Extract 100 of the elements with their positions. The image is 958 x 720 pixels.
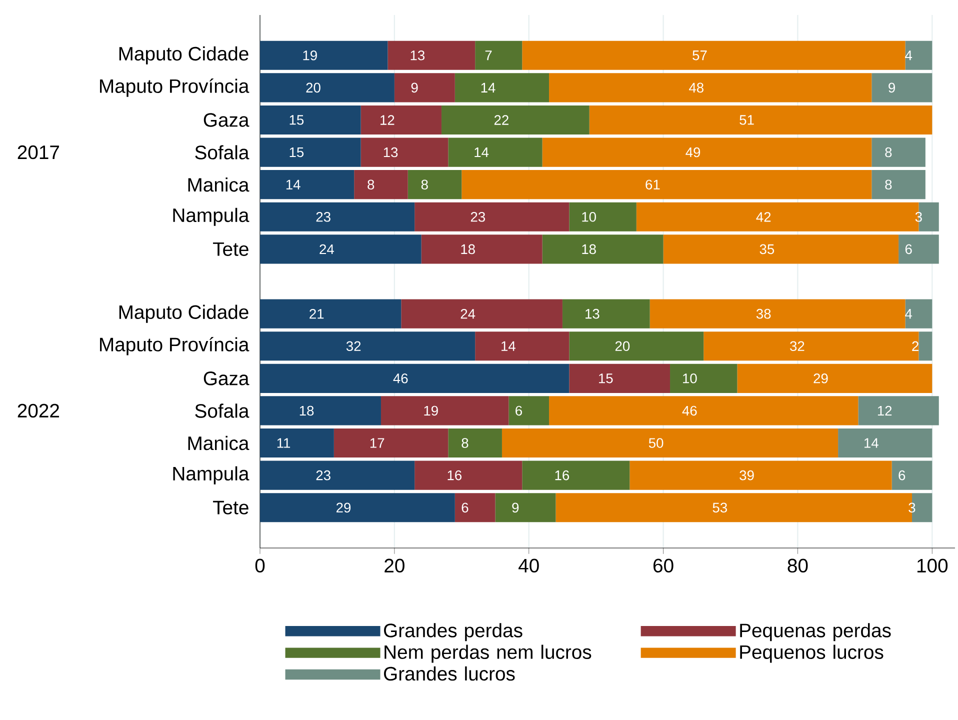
bar bbox=[354, 170, 408, 200]
bar bbox=[502, 428, 838, 458]
data-label: 57 bbox=[692, 50, 707, 60]
y-tick-label: Nampula bbox=[173, 466, 250, 484]
data-label: 29 bbox=[814, 374, 828, 384]
bar bbox=[448, 428, 502, 458]
data-label: 6 bbox=[905, 244, 912, 254]
bar bbox=[462, 170, 872, 200]
legend-label: Nem perdas nem lucros bbox=[384, 644, 592, 663]
bar bbox=[737, 364, 932, 393]
data-label: 20 bbox=[306, 82, 320, 93]
data-label: 38 bbox=[756, 308, 771, 319]
legend-label: Grandes perdas bbox=[384, 623, 522, 642]
data-label: 15 bbox=[290, 115, 304, 125]
data-label: 46 bbox=[393, 374, 408, 384]
data-label: 20 bbox=[615, 341, 630, 352]
bar bbox=[650, 299, 906, 328]
bar bbox=[408, 170, 462, 200]
data-label: 16 bbox=[448, 470, 462, 480]
data-label: 23 bbox=[316, 212, 330, 222]
bar bbox=[414, 202, 570, 232]
data-label: 8 bbox=[462, 438, 468, 448]
bar bbox=[905, 40, 932, 70]
bar bbox=[569, 202, 636, 232]
bar bbox=[549, 73, 872, 102]
data-label: 12 bbox=[380, 115, 394, 125]
data-label: 6 bbox=[462, 502, 468, 513]
bar bbox=[454, 493, 496, 522]
bar bbox=[918, 332, 932, 361]
bar bbox=[670, 364, 738, 393]
y-tick-label: Maputo Província bbox=[100, 78, 250, 97]
data-label: 19 bbox=[303, 50, 317, 60]
bar bbox=[414, 460, 522, 490]
data-label: 8 bbox=[368, 180, 374, 190]
data-label: 11 bbox=[277, 438, 290, 448]
bar bbox=[394, 73, 455, 102]
data-label: 53 bbox=[712, 502, 727, 513]
data-label: 23 bbox=[316, 470, 330, 480]
bar bbox=[475, 40, 522, 70]
bar bbox=[260, 202, 415, 232]
bar bbox=[872, 138, 926, 167]
bar bbox=[542, 138, 872, 167]
bar bbox=[542, 234, 664, 264]
bar bbox=[334, 428, 448, 458]
y-tick-label: Nampula bbox=[173, 208, 250, 226]
data-label: 24 bbox=[460, 308, 476, 319]
data-label: 29 bbox=[336, 502, 351, 513]
y-tick-label: Maputo Cidade bbox=[119, 304, 248, 323]
bar bbox=[441, 105, 590, 135]
y-tick-label: Maputo Cidade bbox=[119, 46, 248, 64]
data-label: 18 bbox=[461, 244, 475, 254]
data-label: 18 bbox=[582, 244, 596, 254]
bar bbox=[448, 138, 542, 167]
data-label: 8 bbox=[421, 180, 428, 190]
bar bbox=[260, 105, 361, 135]
y-tick-label: Gaza bbox=[204, 113, 250, 127]
bar bbox=[260, 138, 361, 167]
data-label: 14 bbox=[502, 341, 516, 351]
bar bbox=[260, 493, 455, 522]
data-label: 8 bbox=[885, 147, 892, 158]
bar bbox=[905, 299, 932, 328]
bar bbox=[549, 396, 858, 426]
data-label: 7 bbox=[485, 50, 492, 60]
legend-label: Grandes lucros bbox=[384, 666, 515, 681]
bar bbox=[260, 460, 415, 490]
data-label: 3 bbox=[908, 502, 916, 513]
data-label: 51 bbox=[740, 115, 754, 125]
x-tick-label: 60 bbox=[653, 558, 674, 573]
x-tick-label: 0 bbox=[255, 558, 265, 573]
bar bbox=[569, 364, 670, 393]
bar bbox=[260, 170, 354, 200]
data-label: 10 bbox=[582, 212, 596, 222]
y-tick-label: Sofala bbox=[195, 145, 250, 160]
data-label: 61 bbox=[646, 180, 660, 190]
legend-label: Pequenos lucros bbox=[740, 644, 884, 663]
bar bbox=[522, 460, 630, 490]
bar bbox=[260, 299, 402, 328]
data-label: 12 bbox=[878, 406, 892, 416]
bar bbox=[260, 396, 381, 426]
bar bbox=[360, 138, 448, 167]
y-tick-label: Manica bbox=[188, 177, 250, 192]
data-label: 22 bbox=[494, 115, 508, 125]
bar bbox=[454, 73, 550, 102]
data-label: 10 bbox=[683, 374, 697, 384]
data-label: 23 bbox=[470, 212, 486, 222]
data-label: 16 bbox=[555, 470, 570, 480]
data-label: 14 bbox=[864, 438, 878, 448]
y-tick-label: Gaza bbox=[204, 372, 250, 386]
bar bbox=[630, 460, 892, 490]
bar bbox=[704, 332, 919, 361]
x-tick-label: 20 bbox=[384, 558, 404, 573]
data-label: 8 bbox=[885, 180, 892, 190]
data-label: 14 bbox=[481, 82, 496, 92]
bar bbox=[475, 332, 570, 361]
y-tick-label: Tete bbox=[213, 500, 248, 514]
x-tick-label: 40 bbox=[518, 558, 539, 573]
bar bbox=[589, 105, 932, 135]
data-label: 9 bbox=[411, 82, 418, 93]
bar bbox=[663, 234, 899, 264]
data-label: 19 bbox=[424, 406, 438, 416]
